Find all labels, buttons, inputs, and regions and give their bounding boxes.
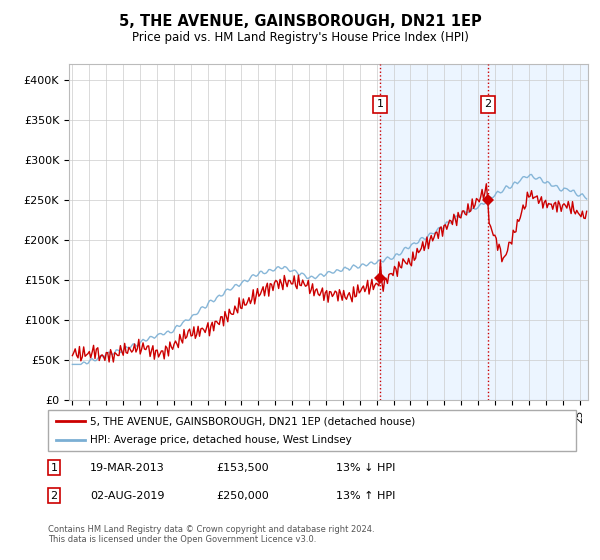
Text: HPI: Average price, detached house, West Lindsey: HPI: Average price, detached house, West…	[90, 435, 352, 445]
Text: 2: 2	[484, 100, 491, 109]
Text: 1: 1	[377, 100, 383, 109]
Text: 5, THE AVENUE, GAINSBOROUGH, DN21 1EP (detached house): 5, THE AVENUE, GAINSBOROUGH, DN21 1EP (d…	[90, 417, 415, 426]
Text: 02-AUG-2019: 02-AUG-2019	[90, 491, 164, 501]
Text: £153,500: £153,500	[216, 463, 269, 473]
Text: 13% ↑ HPI: 13% ↑ HPI	[336, 491, 395, 501]
Text: 13% ↓ HPI: 13% ↓ HPI	[336, 463, 395, 473]
Bar	[380, 64, 588, 400]
FancyBboxPatch shape	[48, 410, 576, 451]
Text: £250,000: £250,000	[216, 491, 269, 501]
Text: 1: 1	[50, 463, 58, 473]
Text: Contains HM Land Registry data © Crown copyright and database right 2024.
This d: Contains HM Land Registry data © Crown c…	[48, 525, 374, 544]
Text: 19-MAR-2013: 19-MAR-2013	[90, 463, 165, 473]
Text: 5, THE AVENUE, GAINSBOROUGH, DN21 1EP: 5, THE AVENUE, GAINSBOROUGH, DN21 1EP	[119, 14, 481, 29]
Text: 2: 2	[50, 491, 58, 501]
Text: Price paid vs. HM Land Registry's House Price Index (HPI): Price paid vs. HM Land Registry's House …	[131, 31, 469, 44]
